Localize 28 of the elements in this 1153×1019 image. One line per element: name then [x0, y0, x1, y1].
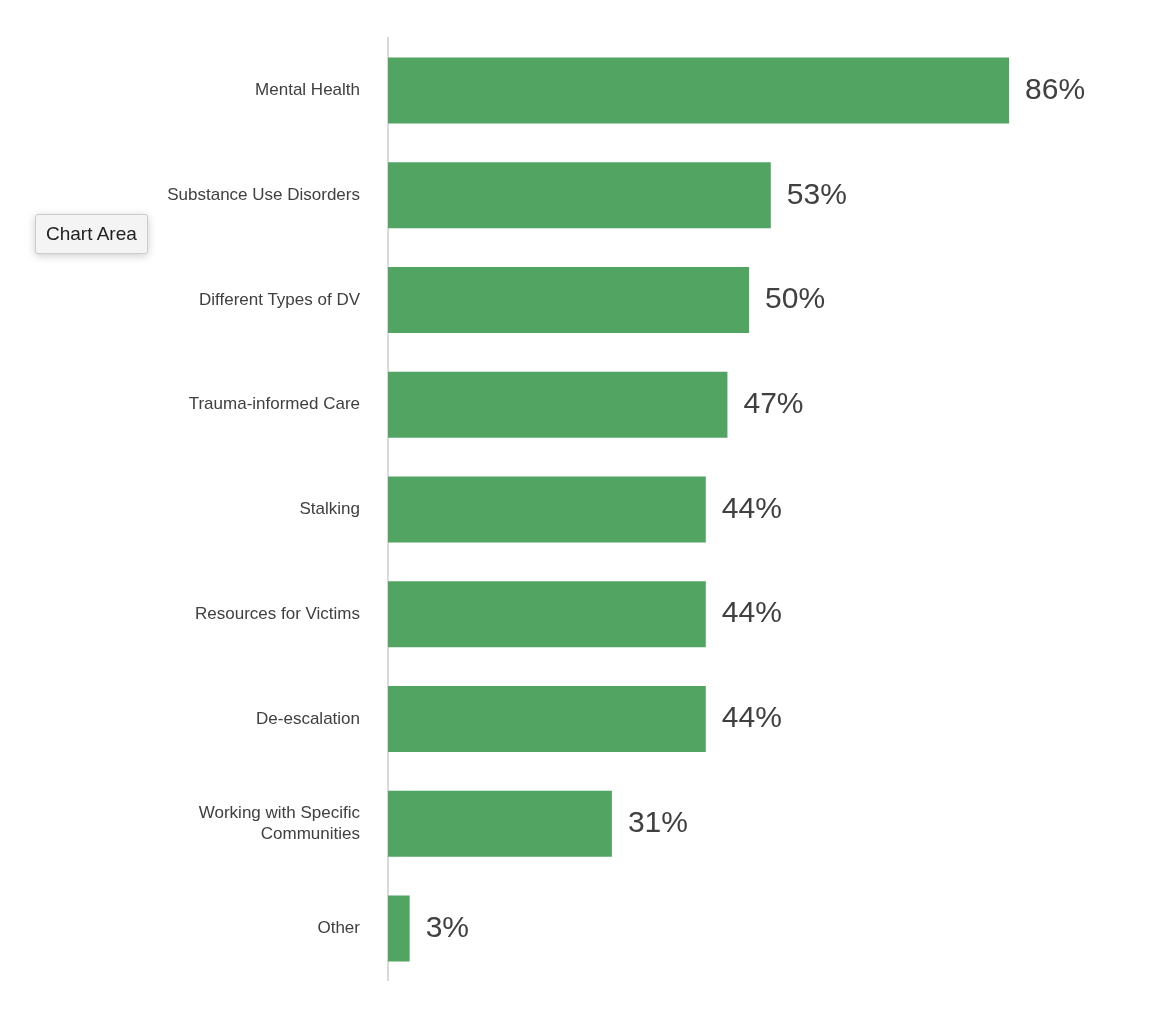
text: Chart Area — [35, 214, 148, 254]
data-label: 31% — [627, 804, 688, 838]
y-tick-label: De-escalation — [256, 708, 360, 728]
y-tick-label: Different Types of DV — [199, 289, 361, 309]
y-tick-label: Trauma-informed Care — [188, 394, 360, 414]
data-label: 47% — [743, 386, 804, 420]
y-tick-label: Mental Health — [255, 80, 360, 100]
bar — [388, 371, 728, 438]
data-label: 44% — [721, 490, 782, 524]
data-label: 53% — [786, 176, 847, 210]
y-tick-label: Stalking — [299, 499, 360, 519]
bar — [388, 57, 1010, 124]
bar — [388, 685, 706, 752]
y-tick-label: Working with Specific Communities — [198, 803, 361, 843]
y-tick-label: Other — [317, 918, 361, 938]
y-tick-label: Substance Use Disorders — [167, 184, 360, 204]
data-label: 44% — [721, 700, 782, 734]
bar — [388, 267, 750, 334]
y-tick-label: Resources for Victims — [194, 603, 360, 623]
bar — [388, 581, 706, 648]
bar — [388, 895, 410, 962]
bar — [388, 476, 706, 543]
bar — [388, 162, 771, 229]
data-label: 50% — [765, 281, 826, 315]
data-label: 44% — [721, 595, 782, 629]
bar — [388, 790, 612, 857]
data-label: 86% — [1025, 71, 1086, 105]
data-label: 3% — [425, 909, 470, 943]
